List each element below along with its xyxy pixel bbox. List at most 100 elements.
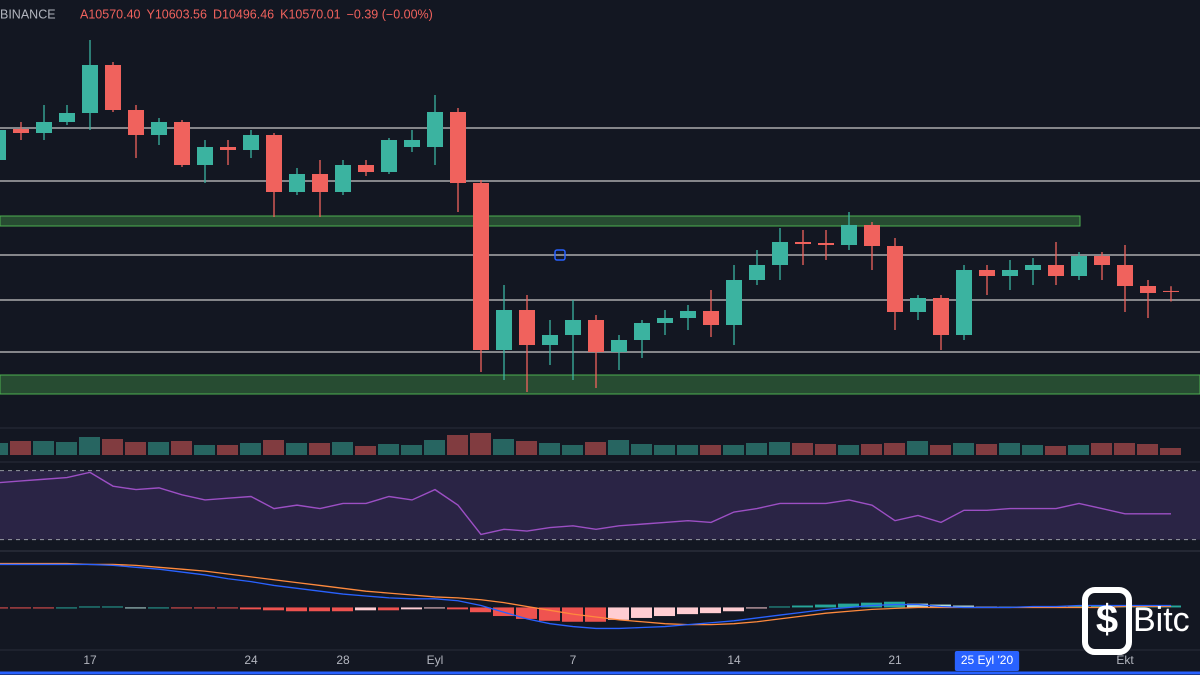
volume-bar [286, 443, 307, 455]
volume-bar [930, 445, 951, 455]
candle-body [82, 65, 98, 113]
candle-body [680, 311, 696, 318]
crosshair-marker [554, 249, 566, 261]
volume-bar [1068, 445, 1089, 455]
candle-body [749, 265, 765, 280]
x-tick-label: 28 [336, 653, 350, 667]
x-tick-label: 17 [83, 653, 97, 667]
candle-body [128, 110, 144, 135]
volume-bar [332, 442, 353, 455]
candle-body [1140, 286, 1156, 293]
macd-histogram-bar [585, 607, 606, 622]
candle-body [197, 147, 213, 165]
macd-histogram-bar [792, 605, 813, 608]
volume-bar [401, 445, 422, 455]
plot: 17 24 28 Eyl 7 14 21 25 Eyl '20 Ekt [0, 40, 1200, 671]
candle-body [1002, 270, 1018, 276]
candle-body [979, 270, 995, 276]
candle-body [404, 140, 420, 147]
candle-body [312, 174, 328, 192]
header-item: D10496.46 [213, 7, 274, 21]
volume-bar [56, 442, 77, 455]
volume-bar [148, 442, 169, 455]
candle-body [335, 165, 351, 192]
exchange: BINANCE [0, 7, 56, 21]
macd-histogram-bar [1068, 605, 1089, 608]
macd-histogram-bar [79, 606, 100, 608]
volume-bar [355, 446, 376, 455]
x-label-highlight [954, 651, 1020, 671]
macd-histogram-bar [171, 607, 192, 609]
volume-bar [240, 443, 261, 455]
candle-body [864, 225, 880, 246]
candle-body [726, 280, 742, 325]
volume-bar [700, 445, 721, 455]
zone [0, 374, 1200, 395]
volume-bar [470, 433, 491, 455]
candle-body [59, 113, 75, 122]
volume-bar [585, 442, 606, 455]
candle-body [657, 318, 673, 323]
macd-histogram-bar [746, 607, 767, 609]
macd-histogram-bar [424, 607, 445, 609]
candle-body [358, 165, 374, 172]
volume-bar [677, 445, 698, 455]
macd-histogram-bar [217, 607, 238, 609]
volume-bar [792, 443, 813, 455]
candle-body [956, 270, 972, 335]
macd-histogram-bar [907, 603, 928, 608]
logo [1082, 587, 1132, 655]
candle-body [151, 122, 167, 135]
candle-body [1117, 265, 1133, 286]
macd-histogram-bar [309, 607, 330, 612]
volume-bar [10, 441, 31, 455]
volume-bar [608, 440, 629, 455]
volume-bar [33, 441, 54, 455]
candle-body [1025, 265, 1041, 270]
header-item: −0.39 (−0.00%) [347, 7, 433, 21]
volume-bar [976, 444, 997, 455]
macd-histogram-bar [516, 607, 537, 619]
volume-bar [1045, 446, 1066, 455]
macd-histogram-bar [677, 607, 698, 615]
candle-body [565, 320, 581, 335]
candle-body [611, 340, 627, 352]
volume-bar [562, 445, 583, 455]
candle-body [473, 183, 489, 350]
volume-bar [654, 445, 675, 455]
x-tick-label: 14 [727, 653, 741, 667]
volume-bar [884, 443, 905, 455]
candle-body [519, 310, 535, 345]
watermark-text: Bitc [1133, 601, 1190, 639]
candle-body [1094, 256, 1110, 265]
header-item: K10570.01 [280, 7, 341, 21]
candle-body [1163, 290, 1179, 292]
macd-histogram-bar [838, 603, 859, 608]
volume-bar [1114, 443, 1135, 455]
macd-histogram-bar [608, 607, 629, 620]
x-tick-label: Eyl [427, 653, 444, 667]
candle-body [266, 135, 282, 192]
volume-bar [102, 439, 123, 455]
x-tick-label: 25 Eyl '20 [961, 653, 1014, 667]
macd-histogram-bar [286, 607, 307, 612]
candle-body [588, 320, 604, 352]
logo-mark: $ [1096, 598, 1118, 642]
candle-body [818, 243, 834, 245]
candle-body [243, 135, 259, 150]
x-tick-label: 21 [888, 653, 902, 667]
candle-body [772, 242, 788, 265]
macd-histogram-bar [0, 607, 8, 609]
macd-histogram-bar [401, 607, 422, 610]
volume-bar [999, 443, 1020, 455]
macd-histogram-bar [700, 607, 721, 614]
macd-histogram-bar [332, 607, 353, 612]
volume-bar [1091, 443, 1112, 455]
macd-histogram-bar [33, 607, 54, 609]
volume-bar [723, 445, 744, 455]
volume-bar [1137, 444, 1158, 455]
macd-histogram-bar [953, 605, 974, 608]
candle-body [13, 129, 29, 133]
macd-histogram-bar [56, 607, 77, 609]
